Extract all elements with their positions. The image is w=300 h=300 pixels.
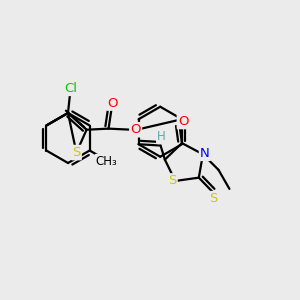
Text: Cl: Cl [64, 82, 78, 95]
Text: O: O [107, 97, 118, 110]
Text: S: S [209, 192, 218, 205]
Text: N: N [200, 147, 210, 160]
Text: CH₃: CH₃ [96, 155, 118, 168]
Text: S: S [168, 175, 176, 188]
Text: O: O [178, 115, 188, 128]
Text: S: S [72, 146, 81, 159]
Text: O: O [130, 123, 141, 136]
Text: H: H [157, 130, 166, 143]
